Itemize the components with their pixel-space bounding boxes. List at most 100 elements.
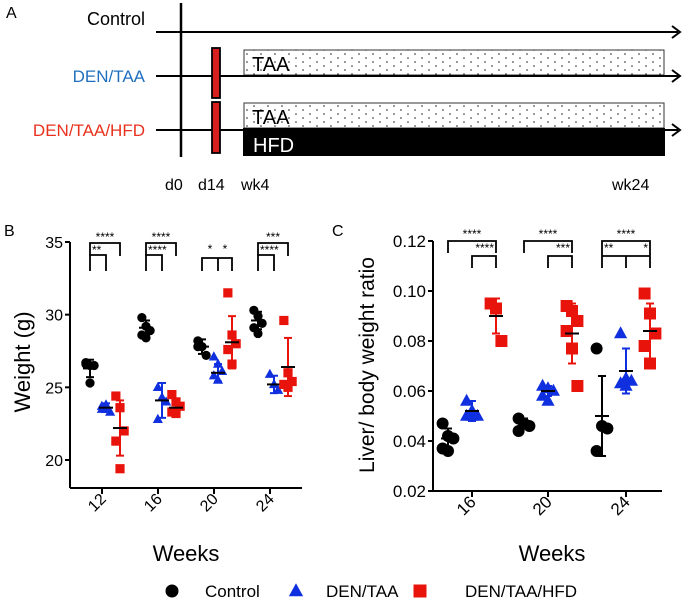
significance-bracket bbox=[547, 255, 573, 268]
legend: Control DEN/TAA DEN/TAA/HFD bbox=[165, 582, 577, 601]
y-tick-label: 0.08 bbox=[393, 332, 426, 351]
data-point bbox=[223, 288, 233, 298]
data-point bbox=[208, 351, 219, 361]
data-point bbox=[231, 339, 241, 349]
significance-stars: **** bbox=[475, 241, 494, 255]
data-point bbox=[523, 420, 536, 432]
timeline-diagram: A Control DEN/TAA DEN/TAA/HFD TAA TAA HF… bbox=[6, 3, 682, 194]
legend-marker-square bbox=[413, 584, 427, 598]
legend-label: DEN/TAA bbox=[326, 582, 399, 601]
y-tick-label: 35 bbox=[45, 235, 63, 252]
data-point bbox=[119, 426, 129, 436]
significance-stars: * bbox=[223, 242, 228, 256]
y-tick-label: 0.06 bbox=[393, 382, 426, 401]
x-tick-label: 20 bbox=[529, 492, 556, 519]
significance-stars: *** bbox=[556, 241, 570, 255]
y-axis-label: Weight (g) bbox=[10, 311, 35, 412]
hfd-bar bbox=[243, 128, 665, 156]
taa-bar-den-taa-hfd bbox=[243, 102, 665, 129]
y-tick-label: 25 bbox=[45, 380, 63, 397]
data-point bbox=[152, 413, 163, 423]
taa-label-den-taa-hfd: TAA bbox=[252, 107, 290, 129]
time-label-d0: d0 bbox=[165, 177, 183, 194]
significance-bracket bbox=[257, 254, 275, 271]
data-point bbox=[279, 315, 289, 326]
data-point bbox=[175, 401, 185, 411]
hfd-label: HFD bbox=[253, 135, 294, 157]
data-point bbox=[287, 376, 297, 387]
significance-stars: **** bbox=[148, 243, 167, 257]
data-point bbox=[152, 381, 163, 392]
significance-bracket bbox=[201, 257, 233, 271]
significance-bracket bbox=[523, 240, 573, 253]
data-point bbox=[614, 326, 628, 339]
significance-bracket bbox=[447, 240, 497, 253]
significance-stars: **** bbox=[539, 227, 558, 241]
data-point bbox=[649, 327, 662, 340]
significance-stars: * bbox=[643, 241, 648, 255]
data-point bbox=[644, 357, 656, 370]
data-point bbox=[571, 315, 584, 327]
x-tick-label: 20 bbox=[197, 491, 222, 516]
data-point bbox=[253, 328, 263, 339]
group-label-den-taa: DEN/TAA bbox=[73, 67, 146, 86]
group-label-control: Control bbox=[87, 9, 145, 29]
data-point bbox=[638, 287, 651, 300]
y-tick-label: 0.02 bbox=[393, 482, 426, 501]
significance-bracket bbox=[145, 254, 163, 271]
data-point bbox=[167, 390, 177, 400]
data-point bbox=[541, 393, 555, 406]
data-point bbox=[115, 464, 125, 474]
significance-bracket bbox=[89, 254, 107, 271]
data-point bbox=[111, 391, 121, 401]
legend-marker-circle bbox=[165, 584, 179, 598]
data-point bbox=[546, 383, 560, 396]
den-injection-marker bbox=[211, 47, 221, 99]
significance-stars: **** bbox=[96, 230, 115, 244]
data-point bbox=[590, 445, 603, 457]
den-injection-marker bbox=[211, 101, 221, 154]
panel-label-b: B bbox=[4, 223, 15, 240]
y-tick-label: 20 bbox=[45, 453, 63, 470]
significance-bracket bbox=[601, 240, 651, 268]
data-point bbox=[111, 436, 121, 446]
significance-stars: **** bbox=[617, 227, 636, 241]
data-point bbox=[208, 370, 219, 380]
significance-stars: **** bbox=[260, 243, 279, 257]
significance-bracket bbox=[257, 242, 289, 256]
liver-ratio-chart: C Liver/ body weight ratio Weeks 0.02 0.0… bbox=[332, 223, 662, 566]
data-point bbox=[560, 325, 573, 337]
significance-stars: *** bbox=[266, 230, 280, 244]
x-tick-label: 12 bbox=[85, 491, 110, 516]
y-tick-label: 0.10 bbox=[393, 282, 426, 301]
data-point bbox=[85, 378, 95, 388]
legend-marker-triangle bbox=[288, 583, 304, 597]
data-point bbox=[512, 425, 525, 437]
significance-stars: **** bbox=[152, 230, 171, 244]
x-tick-label: 24 bbox=[253, 491, 278, 516]
data-point bbox=[460, 393, 474, 406]
data-point bbox=[223, 344, 233, 355]
panel-label-a: A bbox=[6, 5, 17, 22]
data-point bbox=[590, 342, 603, 355]
data-point bbox=[105, 406, 116, 416]
significance-stars: * bbox=[208, 242, 213, 256]
y-tick-label: 30 bbox=[45, 308, 63, 325]
legend-label: DEN/TAA/HFD bbox=[465, 582, 577, 601]
data-point bbox=[436, 417, 449, 430]
x-tick-label: 24 bbox=[607, 492, 634, 519]
x-tick-label: 16 bbox=[453, 492, 480, 519]
significance-stars: ** bbox=[92, 243, 102, 257]
time-label-wk24: wk24 bbox=[611, 177, 649, 194]
data-point bbox=[495, 335, 508, 347]
x-axis-label: Weeks bbox=[519, 541, 586, 566]
panel-label-c: C bbox=[332, 223, 344, 240]
significance-bracket bbox=[145, 242, 177, 256]
time-label-d14: d14 bbox=[198, 177, 225, 194]
significance-stars: **** bbox=[463, 227, 482, 241]
data-point bbox=[273, 384, 284, 394]
data-point bbox=[601, 422, 614, 435]
significance-stars: ** bbox=[604, 241, 614, 255]
time-label-wk4: wk4 bbox=[240, 177, 270, 194]
